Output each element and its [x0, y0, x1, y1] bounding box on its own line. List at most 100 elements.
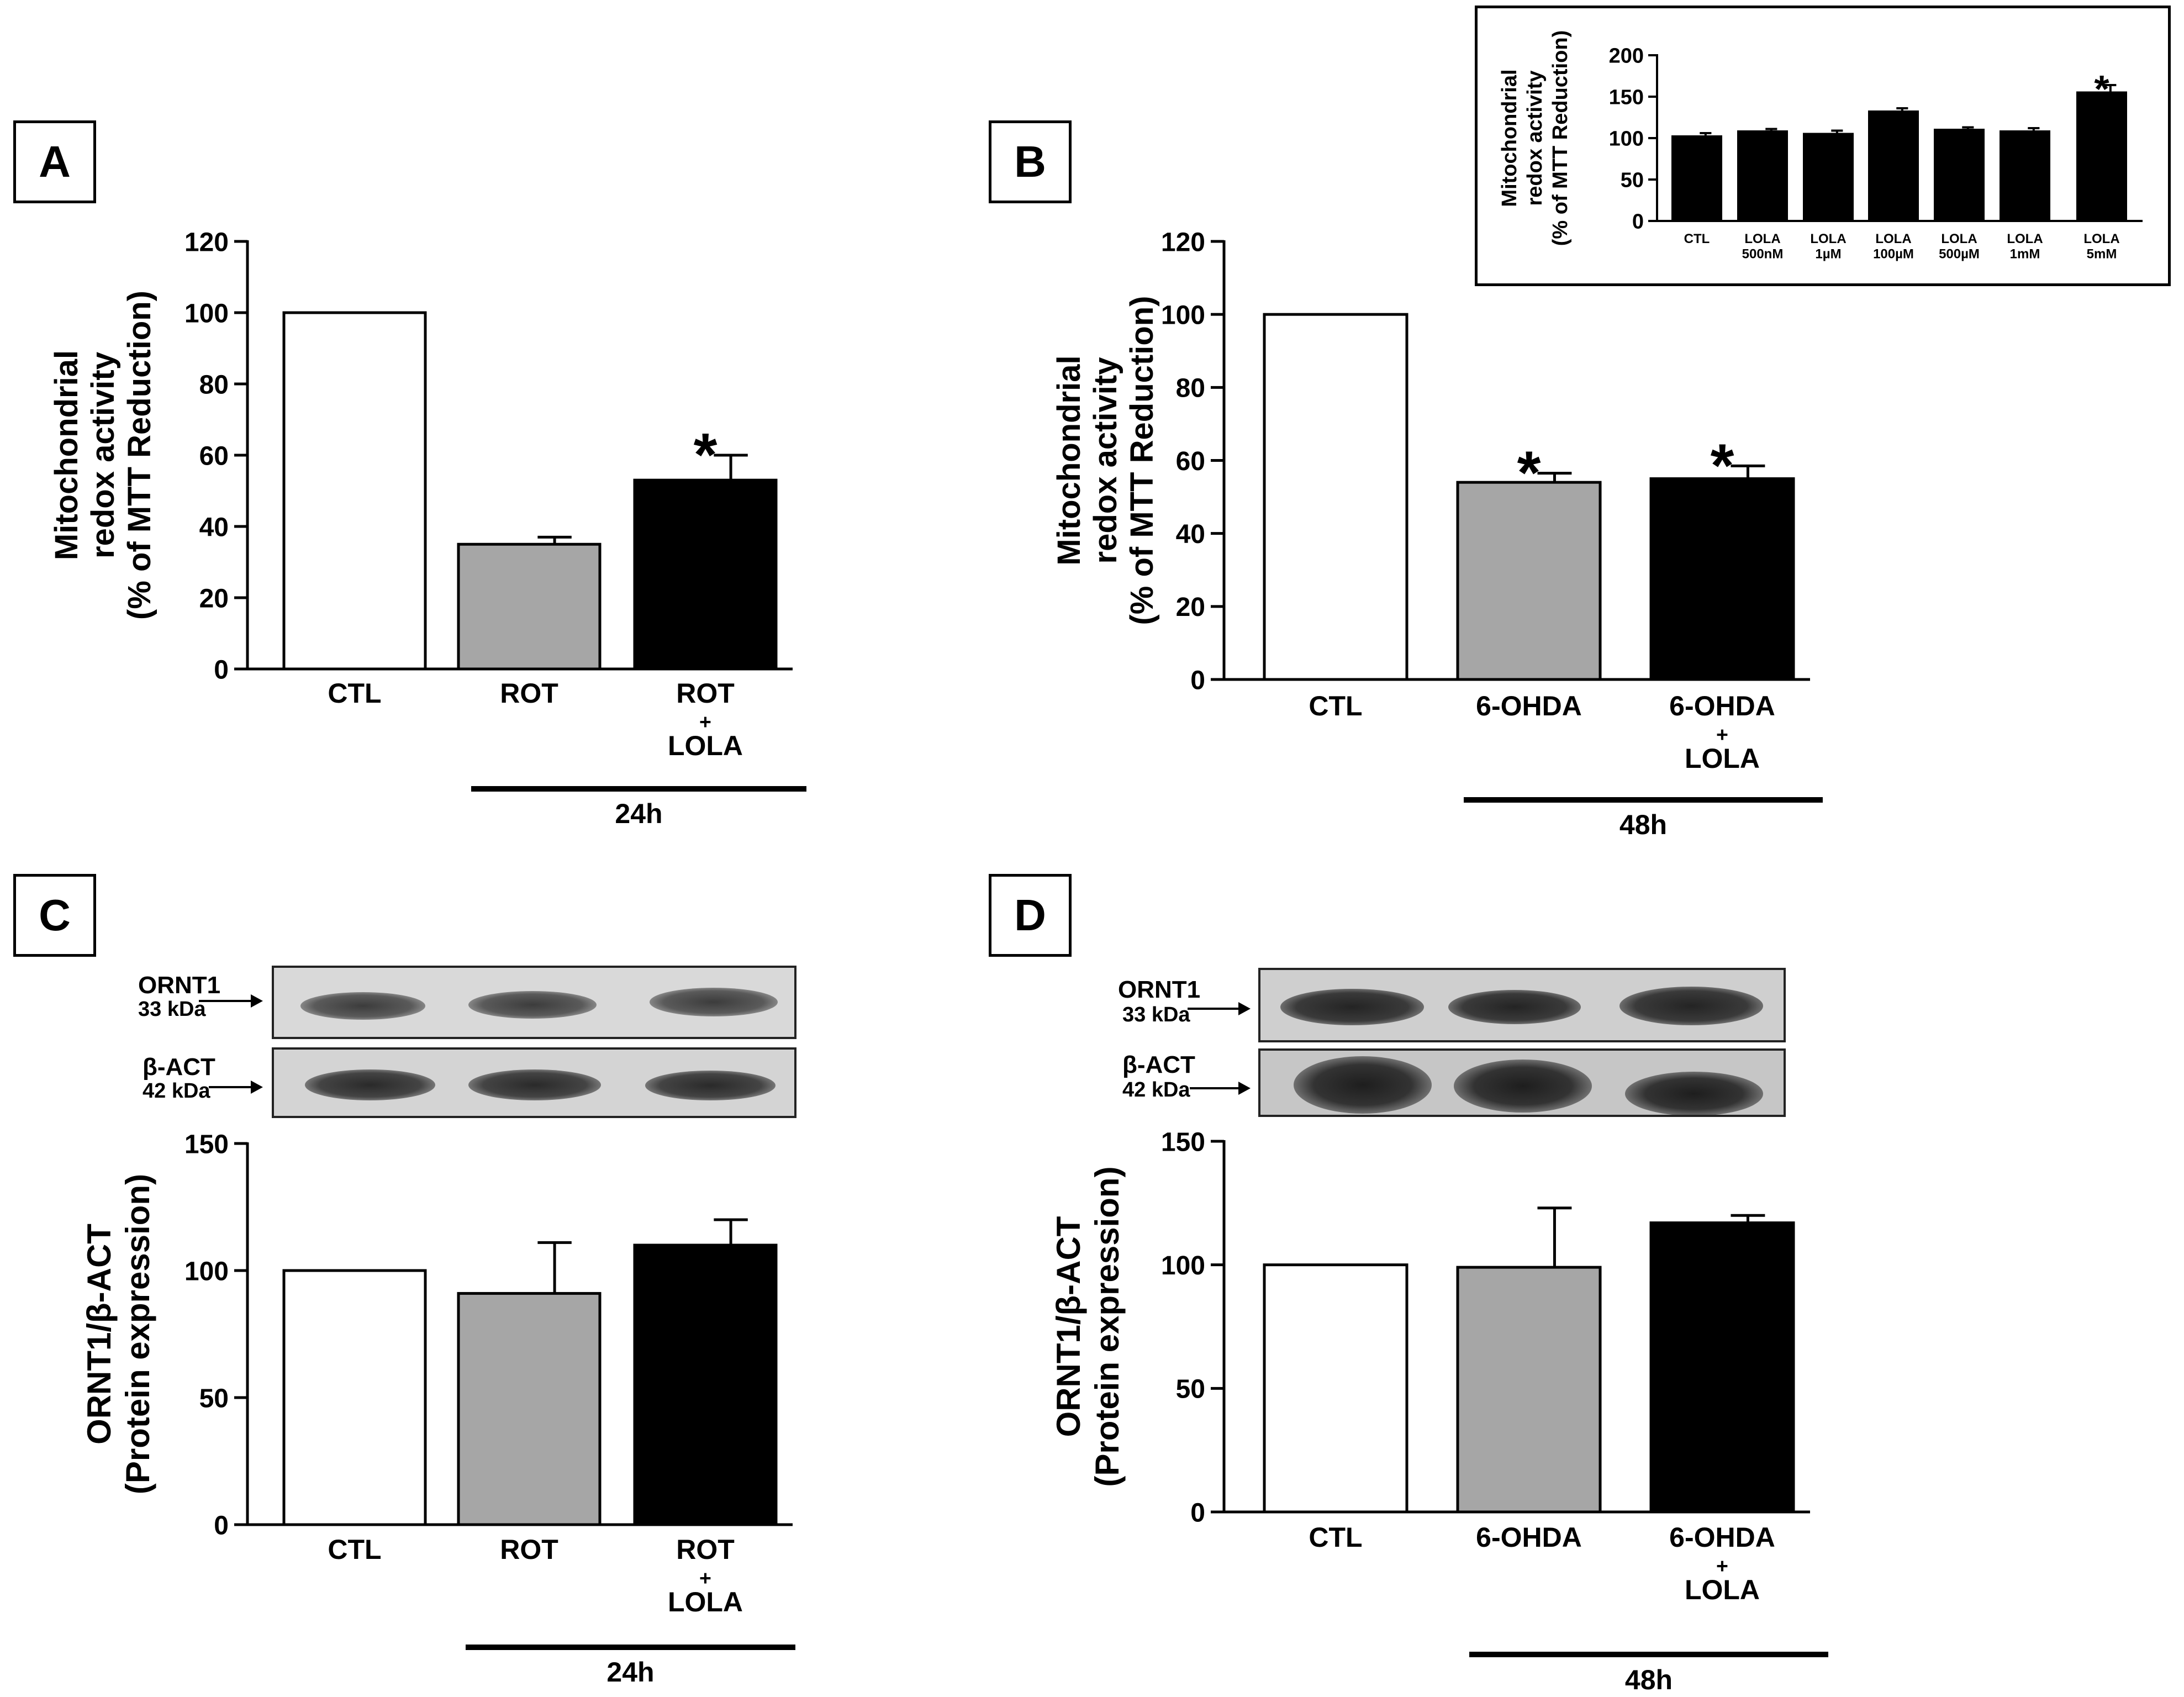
blot-target-kda: 33 kDa — [138, 998, 206, 1021]
significance-marker-b-1: * — [1517, 439, 1541, 507]
y-tick-label-d: 150 — [1161, 1127, 1205, 1157]
category-label-c-2: ROT — [676, 1534, 735, 1565]
y-tick-label-a: 40 — [199, 513, 229, 542]
y-tick-label-b: 80 — [1176, 374, 1205, 403]
y-axis-title-a: (% of MTT Reduction) — [122, 291, 157, 620]
group-label-b: 48h — [1619, 809, 1667, 840]
category-label-b-inset-3: LOLA — [1875, 231, 1911, 246]
category-label-d-2: 6-OHDA — [1669, 1522, 1775, 1553]
category-label-b-inset-0: CTL — [1684, 231, 1710, 246]
group-label-d: 48h — [1625, 1664, 1673, 1695]
y-axis-title-b: Mitochondrial — [1051, 355, 1087, 565]
y-tick-label-c: 50 — [199, 1384, 229, 1413]
y-tick-label-b-inset: 0 — [1632, 210, 1644, 234]
category-label-b-inset-5: 1mM — [2010, 247, 2040, 262]
y-tick-label-a: 20 — [199, 584, 229, 613]
bar-b-0 — [1263, 313, 1408, 681]
category-label-d-1: 6-OHDA — [1476, 1522, 1582, 1553]
bar-c-2 — [633, 1243, 778, 1526]
y-tick-label-d: 0 — [1190, 1498, 1205, 1527]
blot-band — [1454, 1060, 1592, 1113]
blot-arrow — [199, 994, 263, 1008]
blot-control-kda: 42 kDa — [1122, 1078, 1190, 1102]
category-label-b-inset-4: LOLA — [1941, 231, 1977, 246]
category-label-b-inset-3: 100µM — [1873, 247, 1914, 262]
category-label-b-0: CTL — [1309, 691, 1362, 721]
significance-marker-b-2: * — [1711, 431, 1734, 499]
panel-label-d: D — [989, 874, 1072, 957]
y-tick-label-b: 20 — [1176, 593, 1205, 622]
bar-b-inset-2 — [1803, 133, 1854, 222]
y-axis-title-b-inset: Mitochondrial — [1498, 69, 1521, 207]
category-label-c-0: CTL — [328, 1534, 381, 1565]
blot-band — [468, 1069, 601, 1100]
blot-arrow — [1190, 1082, 1251, 1095]
y-axis-title-c: ORNT1/β-ACT — [81, 1224, 118, 1445]
blot-band — [305, 1069, 435, 1100]
category-label-c-1: ROT — [500, 1534, 558, 1565]
y-tick-label-c: 100 — [184, 1257, 229, 1286]
y-tick-label-a: 100 — [184, 299, 229, 328]
panel-label-b: B — [989, 120, 1072, 203]
category-label-b-inset-5: LOLA — [2007, 231, 2043, 246]
group-label-c: 24h — [606, 1657, 654, 1688]
y-tick-label-b: 0 — [1190, 666, 1205, 695]
blot-band — [1448, 990, 1581, 1024]
bar-d-0 — [1263, 1263, 1408, 1514]
bar-a-1 — [457, 542, 602, 671]
category-label-b-inset-2: 1µM — [1815, 247, 1841, 262]
bar-b-inset-0 — [1671, 135, 1722, 222]
y-axis-title-b-inset: (% of MTT Reduction) — [1549, 30, 1572, 246]
y-tick-label-d: 100 — [1161, 1251, 1205, 1280]
y-tick-label-b-inset: 200 — [1609, 45, 1644, 68]
y-axis-title-b: redox activity — [1088, 357, 1123, 564]
category-label-d-0: CTL — [1309, 1522, 1362, 1553]
y-tick-label-b: 100 — [1161, 301, 1205, 330]
panel-label-a: A — [13, 120, 96, 203]
panel-letter-text: D — [1014, 890, 1046, 940]
y-axis-title-b-inset: redox activity — [1523, 71, 1547, 206]
blot-bact-c — [272, 1047, 796, 1118]
blot-arrow — [1188, 1002, 1251, 1015]
y-tick-label-c: 0 — [214, 1511, 229, 1540]
y-axis-title-c: (Protein expression) — [119, 1174, 156, 1494]
panel-letter-text: C — [39, 890, 71, 940]
y-axis-title-a: Mitochondrial — [49, 350, 85, 560]
bar-c-0 — [282, 1269, 427, 1526]
category-label-b-inset-1: 500nM — [1742, 247, 1784, 262]
inset-frame — [1475, 6, 2171, 286]
blot-ornt1-c — [272, 966, 796, 1039]
bar-d-2 — [1649, 1221, 1795, 1514]
bar-d-1 — [1456, 1266, 1602, 1514]
y-tick-label-b: 60 — [1176, 447, 1205, 476]
blot-band — [650, 988, 778, 1016]
bar-b-inset-6 — [2076, 91, 2127, 222]
blot-band — [468, 991, 597, 1019]
y-axis-title-d: ORNT1/β-ACT — [1050, 1216, 1087, 1437]
blot-bact-d — [1258, 1048, 1786, 1117]
y-tick-label-a: 120 — [184, 228, 229, 257]
category-label-a-2: + — [699, 710, 711, 734]
y-tick-label-b-inset: 150 — [1609, 86, 1644, 109]
y-tick-label-b-inset: 100 — [1609, 128, 1644, 151]
bar-c-1 — [457, 1292, 602, 1526]
blot-control-label: β-ACT — [1122, 1051, 1195, 1078]
blot-target-label: ORNT1 — [138, 972, 221, 999]
category-label-c-2: LOLA — [668, 1587, 743, 1617]
panel-letter-text: A — [39, 137, 71, 186]
blot-band — [1625, 1072, 1763, 1115]
blot-band — [1294, 1056, 1432, 1114]
bar-b-inset-4 — [1934, 129, 1985, 222]
blot-band — [645, 1071, 776, 1100]
category-label-a-2: ROT — [676, 678, 735, 709]
blot-ornt1-d — [1258, 968, 1786, 1042]
blot-control-label: β-ACT — [143, 1053, 215, 1081]
category-label-b-inset-6: LOLA — [2083, 231, 2119, 246]
category-label-b-inset-6: 5mM — [2087, 247, 2117, 262]
group-label-a: 24h — [615, 798, 662, 829]
y-tick-label-a: 60 — [199, 441, 229, 471]
category-label-b-inset-4: 500µM — [1939, 247, 1980, 262]
category-label-d-2: + — [1716, 1554, 1728, 1578]
category-label-d-2: LOLA — [1685, 1574, 1760, 1605]
